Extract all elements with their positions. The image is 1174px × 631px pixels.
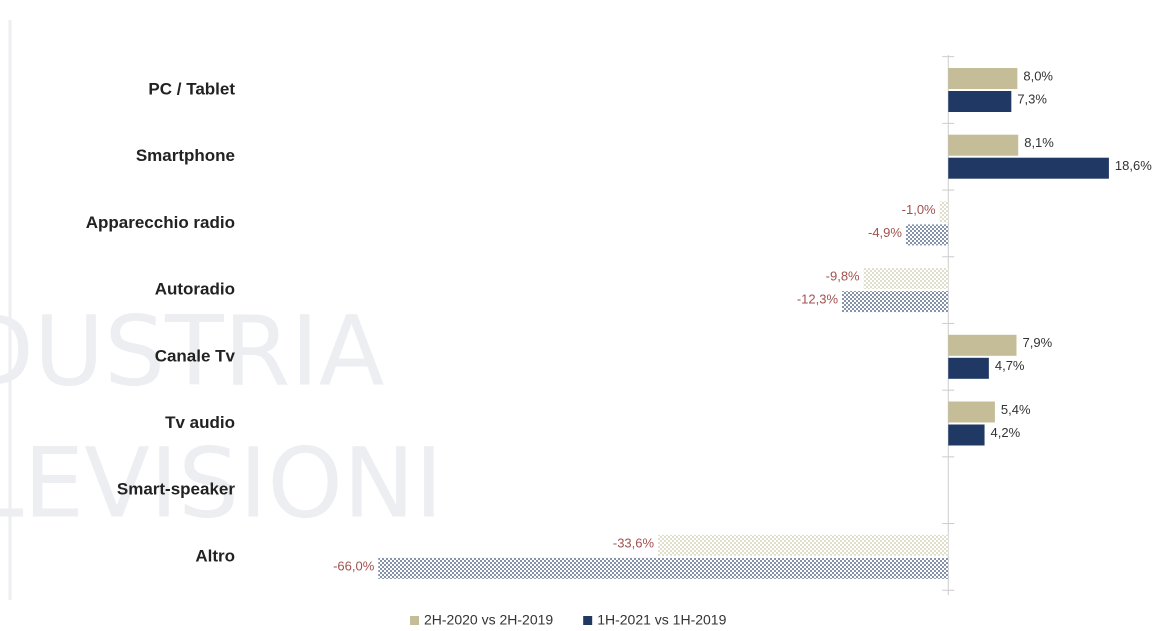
bar	[863, 268, 949, 290]
bar	[948, 334, 1017, 356]
value-label: -9,8%	[826, 269, 860, 284]
legend-label: 1H-2021 vs 1H-2019	[597, 612, 726, 628]
bar	[948, 157, 1109, 179]
legend-swatch	[583, 616, 593, 625]
value-label: 4,7%	[995, 358, 1025, 373]
value-label: -66,0%	[333, 558, 375, 573]
category-label: Apparecchio radio	[86, 213, 235, 232]
bar	[948, 401, 995, 423]
bar	[948, 134, 1019, 156]
bar	[378, 557, 949, 579]
value-label: 8,1%	[1024, 135, 1054, 150]
bar	[948, 91, 1012, 112]
bar	[842, 291, 949, 313]
value-label: 7,3%	[1017, 91, 1047, 106]
value-label: -4,9%	[868, 225, 902, 240]
value-label: 18,6%	[1115, 158, 1152, 173]
category-label: Autoradio	[155, 280, 235, 299]
bar	[658, 534, 949, 556]
value-label: -12,3%	[797, 292, 839, 307]
category-label: PC / Tablet	[148, 79, 235, 98]
value-label: 4,2%	[991, 425, 1021, 440]
value-label: 5,4%	[1001, 402, 1031, 417]
bar	[948, 357, 989, 379]
value-label: 8,0%	[1023, 68, 1053, 83]
value-label: 7,9%	[1023, 335, 1053, 350]
category-label: Smartphone	[136, 146, 235, 165]
watermark: DUSTRIA	[0, 295, 384, 407]
bar	[948, 68, 1018, 89]
category-label: Altro	[195, 546, 235, 565]
category-label: Smart-speaker	[117, 480, 236, 499]
category-label: Canale Tv	[155, 346, 236, 365]
bar	[939, 201, 949, 223]
watermark: LEVISIONI	[0, 427, 443, 539]
legend-label: 2H-2020 vs 2H-2019	[424, 612, 553, 628]
bar	[905, 224, 949, 246]
category-label: Tv audio	[165, 413, 235, 432]
legend-swatch	[410, 616, 419, 625]
value-label: -1,0%	[902, 202, 936, 217]
value-label: -33,6%	[613, 535, 655, 550]
bar	[948, 424, 985, 446]
